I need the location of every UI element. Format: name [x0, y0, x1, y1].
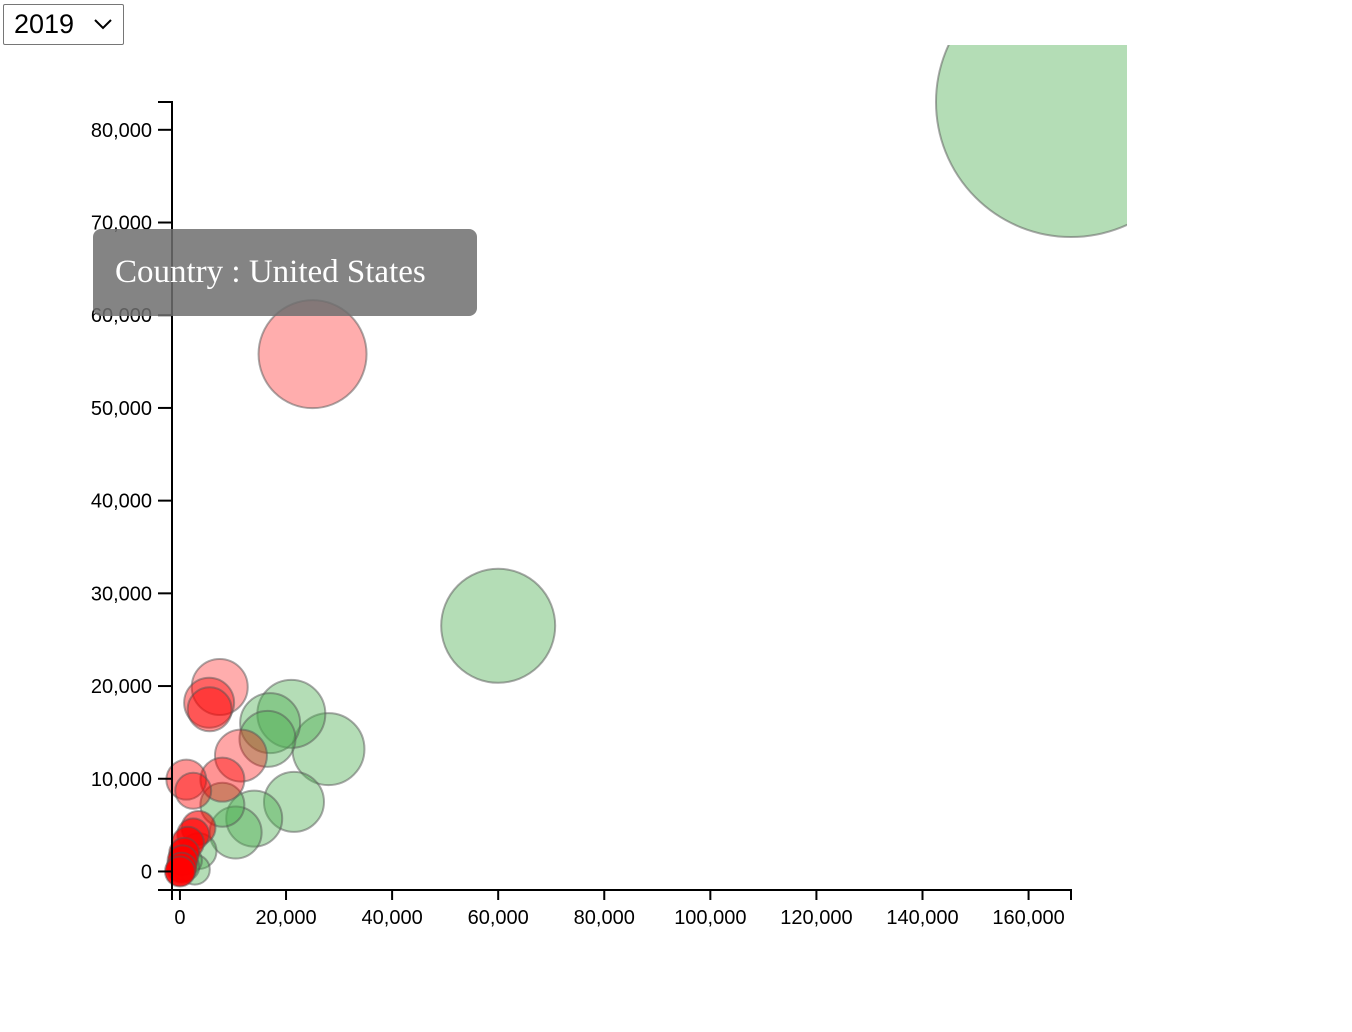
- chevron-down-icon: [94, 19, 112, 30]
- y-tick-label: 80,000: [91, 120, 152, 142]
- bubble-green-4[interactable]: [239, 692, 302, 755]
- bubble-green-2[interactable]: [291, 712, 366, 787]
- year-select-value: 2019: [14, 9, 75, 39]
- x-tick-label: 100,000: [674, 907, 746, 929]
- y-tick-label: 0: [141, 861, 152, 883]
- bubble-layer: [163, 0, 1206, 888]
- y-tick-label: 20,000: [91, 676, 152, 698]
- y-axis: 010,00020,00030,00040,00050,00060,00070,…: [91, 101, 173, 891]
- x-tick-label: 140,000: [886, 907, 958, 929]
- bubble-red-0[interactable]: [257, 299, 368, 410]
- x-tick-label: 160,000: [992, 907, 1064, 929]
- y-tick-label: 30,000: [91, 583, 152, 605]
- x-tick-label: 120,000: [780, 907, 852, 929]
- bubble-red-3[interactable]: [186, 686, 233, 733]
- bubble-green-7[interactable]: [225, 789, 284, 848]
- x-tick-label: 0: [174, 907, 185, 929]
- bubble-green-3[interactable]: [256, 678, 327, 749]
- x-tick-label: 60,000: [468, 907, 529, 929]
- bubble-green-1[interactable]: [440, 567, 557, 684]
- bubble-red-7[interactable]: [174, 771, 213, 810]
- country-tooltip: Country : United States: [93, 229, 477, 316]
- x-axis: 0 20,000 40,000 60,000 80,000 100,000 120,000 1…: [171, 889, 1072, 929]
- bubble-green-6[interactable]: [262, 770, 325, 833]
- y-tick-label: 40,000: [91, 491, 152, 513]
- bubble-red-4[interactable]: [213, 728, 268, 783]
- bubble-green-0[interactable]: [935, 0, 1206, 238]
- x-tick-label: 40,000: [362, 907, 423, 929]
- x-tick-label: 80,000: [574, 907, 635, 929]
- tooltip-text: Country : United States: [115, 254, 426, 290]
- bubble-green-5[interactable]: [238, 709, 297, 768]
- x-tick-label: 20,000: [255, 907, 316, 929]
- y-tick-label: 10,000: [91, 769, 152, 791]
- year-select[interactable]: 2019: [3, 4, 124, 45]
- y-tick-label: 50,000: [91, 398, 152, 420]
- x-axis-line: [171, 889, 1072, 900]
- y-axis-line: [158, 101, 173, 891]
